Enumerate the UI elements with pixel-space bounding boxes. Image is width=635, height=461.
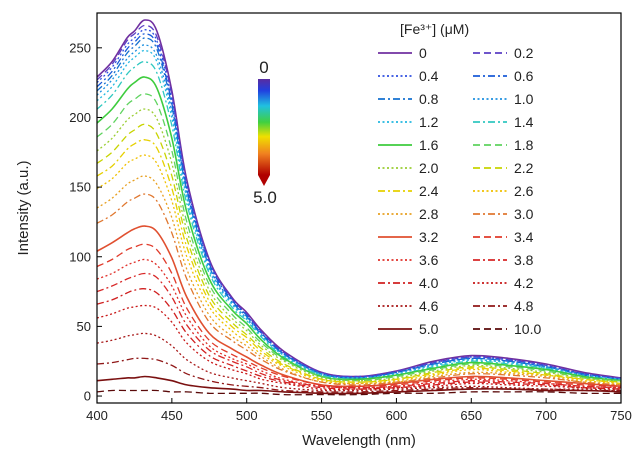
series-line-16	[96, 225, 622, 388]
series-line-4	[96, 37, 622, 380]
legend-label-3: 0.6	[514, 68, 534, 84]
legend: [Fe³⁺] (μM) 0 0.2 0.4 0.6 0.8 1.0 1.2 1.4 1.6 1.8…	[378, 21, 541, 337]
x-tick-label: 650	[460, 408, 482, 423]
legend-label-25: 10.0	[514, 321, 541, 337]
legend-label-6: 1.2	[419, 114, 439, 130]
series-line-19	[96, 272, 622, 389]
plot-frame	[96, 12, 622, 404]
legend-label-22: 4.6	[419, 298, 439, 314]
series-line-6	[96, 49, 622, 380]
colorbar: 0 5.0	[253, 58, 277, 207]
colorbar-top-label: 0	[259, 58, 268, 77]
series-line-20	[96, 288, 622, 390]
x-tick-label: 450	[161, 408, 183, 423]
legend-label-10: 2.0	[419, 160, 439, 176]
legend-label-19: 3.8	[514, 252, 534, 268]
legend-label-23: 4.8	[514, 298, 534, 314]
legend-label-8: 1.6	[419, 137, 439, 153]
x-tick-label: 750	[610, 408, 632, 423]
x-axis-title: Wavelength (nm)	[302, 432, 416, 449]
y-tick-label: 250	[69, 40, 91, 55]
x-tick-label: 550	[311, 408, 333, 423]
y-tick-label: 0	[84, 389, 91, 404]
legend-label-24: 5.0	[419, 321, 439, 337]
legend-label-7: 1.4	[514, 114, 534, 130]
legend-label-14: 2.8	[419, 206, 439, 222]
legend-label-2: 0.4	[419, 68, 439, 84]
legend-label-20: 4.0	[419, 275, 439, 291]
legend-label-9: 1.8	[514, 137, 534, 153]
y-tick-label: 150	[69, 180, 91, 195]
y-tick-label: 100	[69, 249, 91, 264]
y-tick-label: 50	[77, 319, 91, 334]
series-line-10	[96, 108, 622, 383]
legend-label-11: 2.2	[514, 160, 534, 176]
y-tick-label: 200	[69, 110, 91, 125]
plot-lines	[96, 19, 622, 396]
series-line-8	[96, 76, 622, 382]
series-line-12	[96, 139, 622, 385]
series-line-13	[96, 154, 622, 385]
series-line-25	[96, 389, 622, 396]
legend-label-15: 3.0	[514, 206, 534, 222]
legend-label-18: 3.6	[419, 252, 439, 268]
series-line-0	[96, 19, 622, 379]
series-line-24	[96, 375, 622, 395]
series-line-11	[96, 123, 622, 383]
colorbar-arrow	[258, 175, 270, 186]
legend-label-0: 0	[419, 45, 427, 61]
x-tick-label: 500	[236, 408, 258, 423]
legend-label-17: 3.4	[514, 229, 534, 245]
legend-label-21: 4.2	[514, 275, 534, 291]
legend-label-16: 3.2	[419, 229, 439, 245]
series-line-17	[96, 243, 622, 387]
series-line-1	[96, 24, 622, 379]
x-tick-label: 700	[535, 408, 557, 423]
x-tick-label: 400	[86, 408, 108, 423]
series-line-7	[96, 61, 622, 382]
legend-label-4: 0.8	[419, 91, 439, 107]
legend-label-5: 1.0	[514, 91, 534, 107]
series-line-15	[96, 193, 622, 386]
series-line-9	[96, 93, 622, 382]
legend-label-13: 2.6	[514, 183, 534, 199]
axis-ticks: 400 450 500 550 600 650 700 750 0 50 100 150 200 250	[69, 40, 632, 423]
legend-label-12: 2.4	[419, 183, 439, 199]
y-axis-title: Intensity (a.u.)	[15, 160, 32, 255]
legend-title: [Fe³⁺] (μM)	[400, 21, 469, 37]
series-line-3	[96, 33, 622, 380]
x-tick-label: 600	[386, 408, 408, 423]
colorbar-bottom-label: 5.0	[253, 188, 277, 207]
legend-label-1: 0.2	[514, 45, 534, 61]
series-line-18	[96, 258, 622, 389]
colorbar-gradient	[258, 79, 270, 175]
